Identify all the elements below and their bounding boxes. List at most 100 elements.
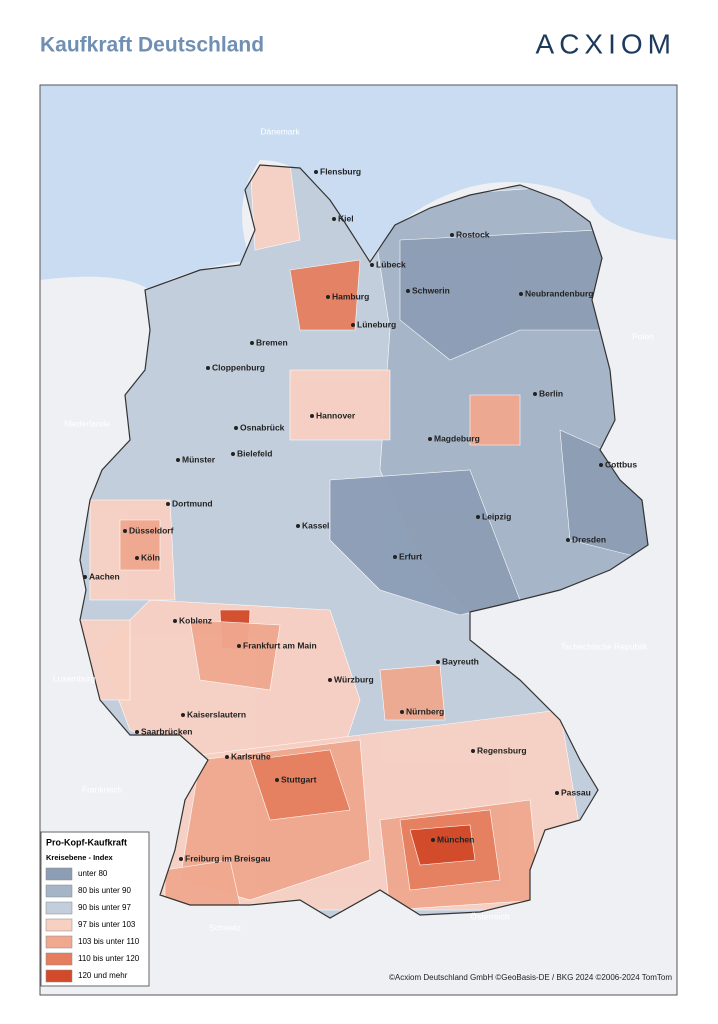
- title: Kaufkraft Deutschland: [40, 34, 264, 57]
- city-dot: [173, 619, 177, 623]
- city-label: Nürnberg: [406, 706, 444, 716]
- city-dot: [406, 289, 410, 293]
- map: Dänemark Polen Niederlande Tschechische Rep…: [40, 85, 677, 995]
- city-dot: [533, 392, 537, 396]
- country-label: Schweiz: [209, 922, 241, 932]
- city-dot: [310, 414, 314, 418]
- legend-swatch: [45, 935, 73, 949]
- legend-label: 90 bis unter 97: [78, 903, 131, 912]
- city-label: Karlsruhe: [231, 751, 271, 761]
- city-label: Lübeck: [376, 259, 406, 269]
- city-dot: [250, 341, 254, 345]
- region: [469, 394, 521, 446]
- city-dot: [314, 170, 318, 174]
- country-label: Tschechische Republik: [561, 641, 648, 651]
- city-label: Hamburg: [332, 291, 369, 301]
- city-dot: [166, 502, 170, 506]
- city-dot: [519, 292, 523, 296]
- region: [409, 824, 476, 866]
- city-label: Magdeburg: [434, 433, 480, 443]
- city-dot: [370, 263, 374, 267]
- region: [249, 165, 301, 251]
- city-label: Schwerin: [412, 285, 450, 295]
- city-dot: [555, 791, 559, 795]
- city-dot: [176, 458, 180, 462]
- city-dot: [135, 730, 139, 734]
- city-dot: [393, 555, 397, 559]
- city-label: Bayreuth: [442, 656, 479, 666]
- country-label: Polen: [632, 331, 654, 341]
- city-dot: [83, 575, 87, 579]
- region: [379, 664, 446, 721]
- city-dot: [599, 463, 603, 467]
- copyright: ©Acxiom Deutschland GmbH ©GeoBasis-DE / …: [389, 973, 672, 982]
- country-label: Österreich: [470, 911, 509, 921]
- logo: ACXIOM: [536, 28, 676, 59]
- region: [249, 749, 351, 821]
- city-dot: [400, 710, 404, 714]
- city-label: Dresden: [572, 534, 606, 544]
- map-frame: [39, 84, 678, 996]
- city-dot: [234, 426, 238, 430]
- city-label: Koblenz: [179, 615, 212, 625]
- city-label: Bremen: [256, 337, 288, 347]
- city-label: Düsseldorf: [129, 525, 174, 535]
- legend-label: 103 bis unter 110: [78, 937, 140, 946]
- city-label: Passau: [561, 787, 591, 797]
- city-dot: [123, 529, 127, 533]
- country-label: Dänemark: [260, 126, 300, 136]
- legend-swatch: [45, 901, 73, 915]
- city-dot: [135, 556, 139, 560]
- city-label: Regensburg: [477, 745, 527, 755]
- city-label: Kassel: [302, 520, 329, 530]
- city-label: Saarbrücken: [141, 726, 193, 736]
- sea: [40, 85, 677, 290]
- legend-label: 80 bis unter 90: [78, 886, 131, 895]
- country-label: Niederlande: [64, 418, 110, 428]
- city-dot: [181, 713, 185, 717]
- city-label: München: [437, 834, 474, 844]
- city-label: Osnabrück: [240, 422, 285, 432]
- legend-swatch: [45, 867, 73, 881]
- city-label: Würzburg: [334, 674, 374, 684]
- country-label: Luxemburg: [53, 673, 96, 683]
- city-label: Cloppenburg: [212, 362, 265, 372]
- city-label: Lüneburg: [357, 319, 396, 329]
- city-label: Flensburg: [320, 166, 361, 176]
- city-label: Cottbus: [605, 459, 637, 469]
- city-dot: [566, 538, 570, 542]
- city-dot: [231, 452, 235, 456]
- city-dot: [428, 437, 432, 441]
- legend-label: 110 bis unter 120: [78, 954, 140, 963]
- legend-title: Pro-Kopf-Kaufkraft: [46, 837, 127, 847]
- city-dot: [351, 323, 355, 327]
- city-label: Bielefeld: [237, 448, 272, 458]
- city-dot: [436, 660, 440, 664]
- city-label: Aachen: [89, 571, 120, 581]
- city-label: Frankfurt am Main: [243, 640, 317, 650]
- region: [329, 469, 521, 616]
- country-label: Frankreich: [82, 784, 122, 794]
- city-label: Rostock: [456, 229, 490, 239]
- legend-subtitle: Kreisebene - Index: [46, 853, 114, 862]
- city-label: Hannover: [316, 410, 356, 420]
- city-label: Kaiserslautern: [187, 709, 246, 719]
- city-label: Erfurt: [399, 551, 422, 561]
- region: [119, 519, 161, 571]
- legend: Pro-Kopf-Kaufkraft Kreisebene - Index un…: [40, 831, 150, 987]
- city-dot: [328, 678, 332, 682]
- city-dot: [179, 857, 183, 861]
- region: [289, 259, 361, 331]
- city-dot: [225, 755, 229, 759]
- city-label: Münster: [182, 454, 216, 464]
- legend-label: unter 80: [78, 869, 108, 878]
- region: [189, 619, 281, 691]
- legend-swatch: [45, 969, 73, 983]
- city-label: Freiburg im Breisgau: [185, 853, 271, 863]
- legend-swatch: [45, 952, 73, 966]
- city-label: Kiel: [338, 213, 354, 223]
- city-label: Berlin: [539, 388, 563, 398]
- city-label: Leipzig: [482, 511, 511, 521]
